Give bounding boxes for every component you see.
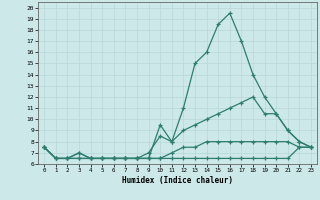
X-axis label: Humidex (Indice chaleur): Humidex (Indice chaleur)	[122, 176, 233, 185]
